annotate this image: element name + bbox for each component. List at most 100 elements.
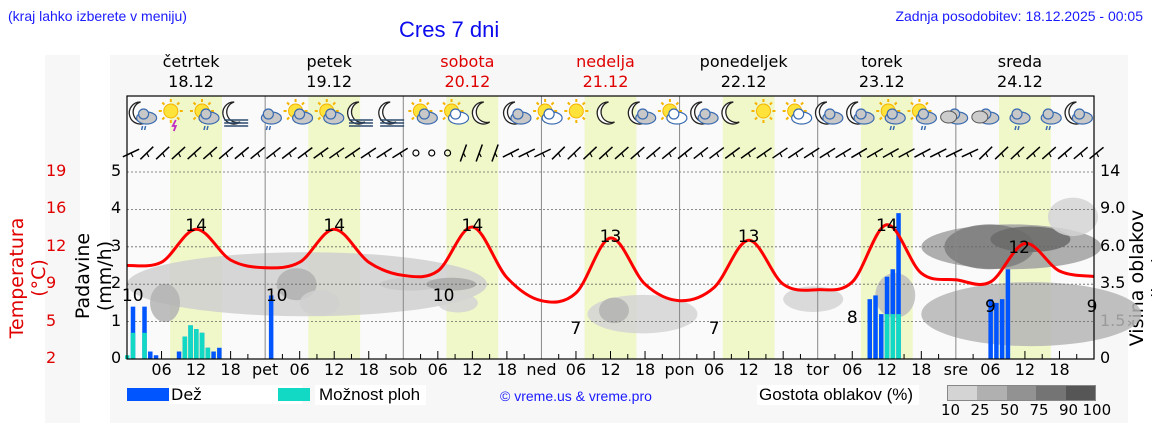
wind-barb-icon bbox=[929, 148, 947, 158]
precip-tick: 4 bbox=[111, 198, 122, 218]
sun-cloud-rain-icon bbox=[876, 99, 906, 131]
wind-barb-icon bbox=[234, 146, 250, 160]
sun-storm-icon bbox=[158, 99, 183, 132]
sun-cloud-icon bbox=[314, 99, 345, 125]
cloud-blob bbox=[875, 273, 916, 318]
density-tick: 90 bbox=[1059, 401, 1079, 419]
wind-barb-icon bbox=[281, 146, 297, 160]
shower-bar bbox=[199, 332, 205, 359]
location-hint-link[interactable]: (kraj lahko izberete v meniju) bbox=[8, 8, 187, 24]
wind-calm-icon bbox=[428, 149, 436, 157]
day-date: 22.12 bbox=[720, 72, 767, 91]
day-header-1: petek 19.12 bbox=[269, 52, 389, 92]
rain-bar bbox=[268, 295, 274, 359]
temp-annotation: 10 bbox=[266, 286, 288, 306]
temp-annotation: 14 bbox=[323, 216, 345, 236]
rain-bar bbox=[153, 355, 159, 359]
wind-barb-icon bbox=[1010, 146, 1025, 160]
cloud-height-tick: 3.5 bbox=[1100, 273, 1126, 293]
precip-tick: 1 bbox=[111, 310, 122, 330]
temp-annotation: 12 bbox=[1008, 238, 1030, 258]
precip-tick: 2 bbox=[111, 273, 122, 293]
wind-calm-icon bbox=[412, 149, 420, 157]
wind-barb-icon bbox=[661, 146, 677, 160]
wind-barb-icon bbox=[994, 146, 1009, 160]
temperature-line bbox=[126, 223, 1095, 304]
plot-frame bbox=[126, 95, 1095, 360]
temp-tick: 5 bbox=[46, 310, 57, 330]
temp-annotation: 7 bbox=[709, 319, 720, 339]
x-tick: sre bbox=[943, 360, 969, 379]
wind-barb-icon bbox=[724, 147, 741, 159]
wind-barbs-row bbox=[122, 144, 1105, 162]
wind-barb-icon bbox=[297, 147, 313, 159]
day-name: sreda bbox=[997, 52, 1043, 71]
last-update: Zadnja posodobitev: 18.12.2025 - 00:05 bbox=[895, 8, 1143, 24]
temp-annotation: 9 bbox=[1087, 297, 1098, 317]
wind-barb-icon bbox=[772, 147, 788, 159]
density-swatch bbox=[1065, 386, 1096, 400]
day-date: 23.12 bbox=[858, 72, 905, 91]
cloud-height-tick: 14 bbox=[1100, 161, 1121, 180]
shower-bar bbox=[205, 347, 211, 359]
x-tick: 18 bbox=[772, 360, 794, 379]
x-tick: 12 bbox=[324, 360, 345, 379]
rain-bar bbox=[176, 351, 182, 359]
x-tick: 06 bbox=[565, 360, 587, 379]
day-header-6: sreda 24.12 bbox=[960, 52, 1080, 92]
grid-lines bbox=[127, 96, 1094, 359]
wind-barb-icon bbox=[360, 147, 377, 159]
sun-small-cloud-icon bbox=[533, 99, 563, 125]
x-tick: 12 bbox=[600, 360, 621, 379]
rain-bar bbox=[1005, 269, 1011, 359]
cloud-height-tick: 6.0 bbox=[1100, 235, 1126, 255]
wind-barb-icon bbox=[630, 146, 645, 160]
shower-bar bbox=[130, 332, 136, 359]
shower-bar bbox=[194, 329, 199, 359]
temp-annotation: 14 bbox=[185, 216, 207, 236]
wind-barb-icon bbox=[898, 148, 915, 158]
x-tick: 18 bbox=[634, 360, 656, 379]
cloud-rain-icon bbox=[260, 108, 282, 131]
day-name: ponedeljek bbox=[699, 52, 788, 71]
density-tick: 100 bbox=[1082, 401, 1112, 419]
day-date: 18.12 bbox=[168, 72, 214, 91]
cloud-blob bbox=[150, 283, 181, 323]
moon-icon bbox=[596, 101, 615, 125]
sun-cloud-icon bbox=[283, 99, 314, 125]
wind-barb-icon bbox=[645, 146, 661, 160]
legend-shower-label: Možnost ploh bbox=[315, 385, 427, 405]
cloud-density-label: Gostota oblakov (%) bbox=[757, 385, 920, 405]
day-name: nedelja bbox=[576, 52, 635, 71]
density-tick: 10 bbox=[941, 401, 961, 419]
wind-barb-icon bbox=[803, 147, 820, 159]
x-tick: 12 bbox=[1014, 360, 1036, 379]
x-tick: 12 bbox=[185, 360, 207, 379]
wind-barb-icon bbox=[139, 146, 154, 160]
shower-bar bbox=[188, 325, 193, 359]
temp-annotation: 10 bbox=[122, 286, 144, 306]
moon-cloud-icon bbox=[502, 101, 532, 125]
copyright-link[interactable]: © vreme.us & vreme.pro bbox=[500, 388, 652, 404]
day-name: torek bbox=[861, 52, 903, 71]
day-header-2: sobota 20.12 bbox=[407, 52, 527, 92]
x-tick: 12 bbox=[462, 360, 483, 379]
wind-barb-icon bbox=[187, 146, 202, 160]
wind-barb-icon bbox=[171, 146, 186, 160]
wind-barb-icon bbox=[518, 148, 536, 158]
wind-barb-icon bbox=[491, 144, 499, 162]
wind-barb-icon bbox=[376, 147, 393, 159]
x-tick: tor bbox=[806, 360, 830, 379]
cloud-blob bbox=[783, 286, 844, 312]
wind-barb-icon bbox=[693, 146, 709, 160]
temp-tick: 2 bbox=[46, 348, 57, 367]
clouds-icon bbox=[940, 108, 969, 125]
x-tick: sob bbox=[389, 360, 418, 379]
wind-barb-icon bbox=[155, 146, 170, 160]
precip-tick: 3 bbox=[111, 235, 122, 255]
moon-icon bbox=[471, 101, 491, 125]
moon-cloud-rain-icon bbox=[128, 101, 158, 131]
cloud-rain-icon bbox=[1009, 108, 1031, 131]
day-header-0: četrtek 18.12 bbox=[131, 52, 251, 92]
wind-barb-icon bbox=[709, 146, 725, 160]
